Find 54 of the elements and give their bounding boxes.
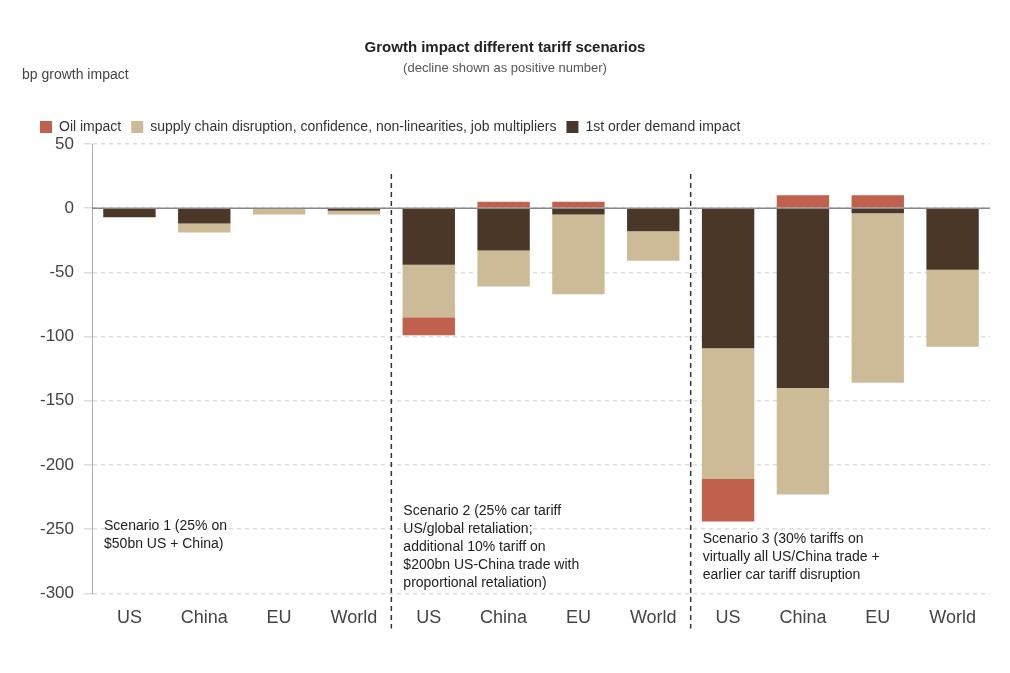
x-tick-label: EU [266,607,292,628]
bar [851,195,904,208]
bar [402,264,455,318]
x-tick-label: US [116,607,142,628]
bar [851,208,904,214]
bar [776,208,830,388]
x-tick-label: China [779,607,828,628]
chart-subtitle: (decline shown as positive number) [403,60,607,75]
bar [701,348,755,480]
y-axis-title: bp growth impact [22,66,129,82]
legend-label: supply chain disruption, confidence, non-linearities, job multipliers [150,117,557,134]
legend-label: 1st order demand impact [585,117,741,134]
y-tick-label: 50 [55,133,75,153]
bar [701,208,755,349]
bar [327,210,381,215]
bar [402,317,455,336]
y-tick-label: -150 [39,390,75,410]
bar [477,208,530,251]
x-tick-label: World [629,607,677,628]
bar [926,269,979,347]
y-tick-label: 0 [64,197,75,217]
x-tick-label: China [480,607,529,628]
annotation: Scenario 3 (30% tariffs on virtually all US/China trade + earlier car tariff disruption [702,530,880,583]
x-tick-label: US [416,607,442,628]
x-tick-label: World [929,607,976,628]
y-tick-label: -250 [39,518,75,538]
bar [701,479,755,522]
x-tick-label: China [180,607,229,628]
annotation: Scenario 1 (25% on $50bn US + China) [104,517,227,552]
y-tick-label: -50 [49,262,75,282]
bar [178,223,231,233]
x-tick-label: EU [565,607,591,628]
bar [776,387,830,495]
bar [552,214,605,295]
bar [252,208,306,215]
x-tick-label: EU [865,607,891,628]
bar [477,250,530,287]
bar [402,208,455,265]
y-tick-label: -100 [39,326,75,346]
legend-label: Oil impact [59,117,122,134]
bar [627,231,680,261]
y-tick-label: -300 [39,583,75,603]
bar [103,208,156,218]
bar [926,208,979,270]
chart-title: Growth impact different tariff scenarios [363,38,647,55]
bar [851,213,904,383]
y-tick-label: -200 [39,454,75,474]
annotation: Scenario 2 (25% car tariff US/global retaliation; additional 10% tariff on $200bn US-China trade with proportional retaliation) [403,502,580,591]
bar [627,208,680,232]
x-tick-label: US [715,607,741,628]
bar [776,195,830,208]
bar [178,208,231,224]
x-tick-label: World [330,607,378,628]
bar [552,208,605,215]
